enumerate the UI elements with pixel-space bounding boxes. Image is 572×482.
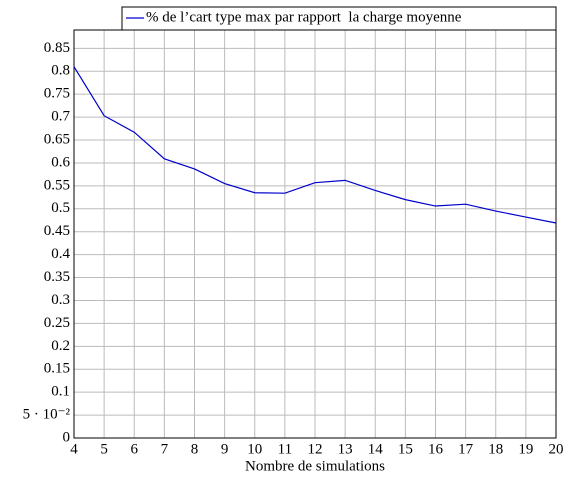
y-tick-label: 0.85 <box>44 40 70 56</box>
y-tick-label: 5 · 10⁻² <box>23 407 71 423</box>
y-tick-label: 0.1 <box>51 384 70 400</box>
x-tick-label: 10 <box>247 441 262 457</box>
line <box>73 66 557 224</box>
y-tick-label: 0.15 <box>44 361 70 377</box>
x-tick-label: 16 <box>428 441 444 457</box>
x-tick-label: 8 <box>191 441 199 457</box>
x-tick-label: 15 <box>398 441 413 457</box>
x-tick-label: 20 <box>549 441 564 457</box>
y-tick-label: 0.2 <box>51 338 70 354</box>
y-tick-label: 0.5 <box>51 200 70 216</box>
y-tick-label: 0.6 <box>51 154 70 170</box>
x-tick-label: 13 <box>338 441 353 457</box>
y-tick-label: 0.45 <box>44 223 70 239</box>
x-tick-label: 9 <box>221 441 229 457</box>
y-tick-label: 0.75 <box>44 86 70 102</box>
x-tick-label: 17 <box>458 441 474 457</box>
x-tick-label: 5 <box>100 441 108 457</box>
y-tick-label: 0.8 <box>51 63 70 79</box>
x-tick-label: 6 <box>131 441 139 457</box>
y-tick-label: 0.4 <box>51 246 70 262</box>
y-tick-label: 0.7 <box>51 109 70 125</box>
y-tick-label: 0.65 <box>44 131 70 147</box>
y-tick-label: 0 <box>63 429 71 445</box>
y-tick-label: 0.35 <box>44 269 70 285</box>
legend-label: % de l’cart type max par rapport la char… <box>146 9 462 25</box>
x-tick-label: 4 <box>70 441 78 457</box>
x-tick-label: 14 <box>368 441 384 457</box>
x-tick-label: 18 <box>488 441 503 457</box>
x-tick-label: 19 <box>518 441 533 457</box>
y-tick-label: 0.55 <box>44 177 70 193</box>
legend-box <box>121 6 557 31</box>
y-tick-label: 0.25 <box>44 315 70 331</box>
x-tick-label: 11 <box>278 441 292 457</box>
x-axis-label: Nombre de simulations <box>245 458 385 474</box>
x-tick-label: 12 <box>308 441 323 457</box>
x-tick-label: 7 <box>161 441 169 457</box>
y-tick-label: 0.3 <box>51 292 70 308</box>
